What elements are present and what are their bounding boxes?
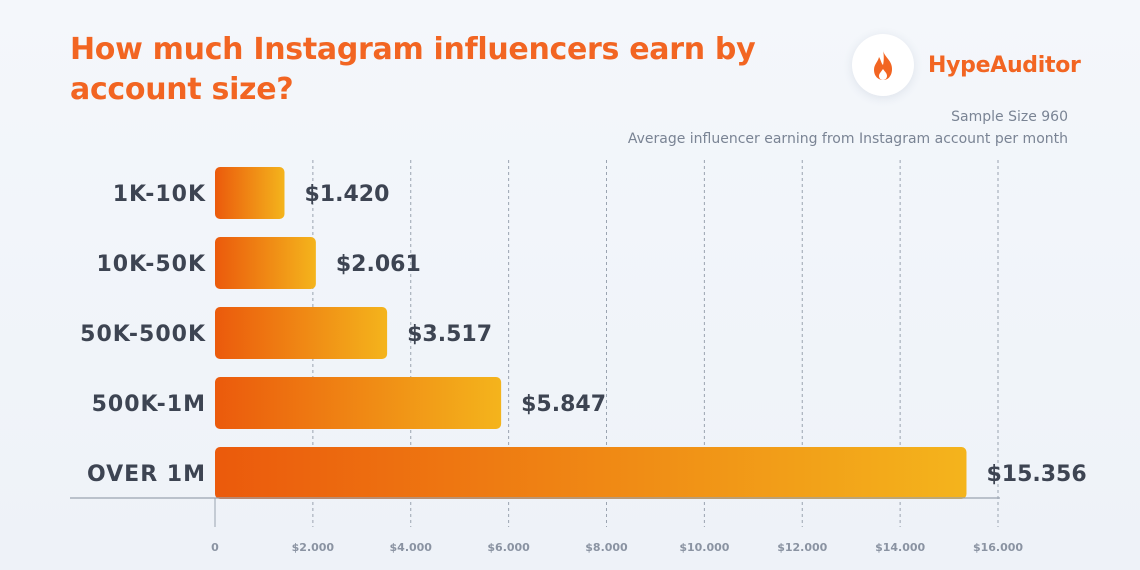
x-tick-label: $4.000 [390,541,433,554]
logo-badge [852,34,914,96]
x-tick-label: $10.000 [679,541,729,554]
x-tick-label: 0 [211,541,219,554]
bar [215,167,285,219]
bar [215,377,502,429]
flame-icon [874,50,892,80]
category-label: 50K-500K [80,322,206,347]
chart-labels: 1K-10K $1.420 10K-50K $2.061 50K-500K $3.517 5… [80,182,1087,487]
value-label: $5.847 [521,392,606,417]
value-label: $15.356 [986,462,1086,487]
x-axis: 0 $2.000 $4.000 $6.000 $8.000 $10.000 $12.000 $… [70,497,1023,554]
value-label: $1.420 [304,182,389,207]
bar [215,237,316,289]
category-label: OVER 1M [87,462,206,487]
sample-size: Sample Size 960 [951,109,1068,125]
bar [215,447,967,499]
brand-name: HypeAuditor [928,52,1081,78]
x-tick-label: $16.000 [973,541,1023,554]
chart-title: How much Instagram influencers earn by a… [70,32,756,107]
category-label: 10K-50K [96,252,206,277]
brand-logo: HypeAuditor [852,34,1081,96]
chart-subtitle: Average influencer earning from Instagra… [627,131,1068,147]
x-tick-label: $14.000 [875,541,925,554]
bar [215,307,388,359]
chart-bars [215,167,967,499]
x-tick-label: $2.000 [292,541,335,554]
category-label: 500K-1M [92,392,206,417]
x-tick-label: $8.000 [585,541,628,554]
x-tick-label: $12.000 [777,541,827,554]
value-label: $3.517 [407,322,492,347]
x-tick-label: $6.000 [487,541,530,554]
chart-grid [214,160,999,527]
category-label: 1K-10K [113,182,206,207]
value-label: $2.061 [336,252,421,277]
